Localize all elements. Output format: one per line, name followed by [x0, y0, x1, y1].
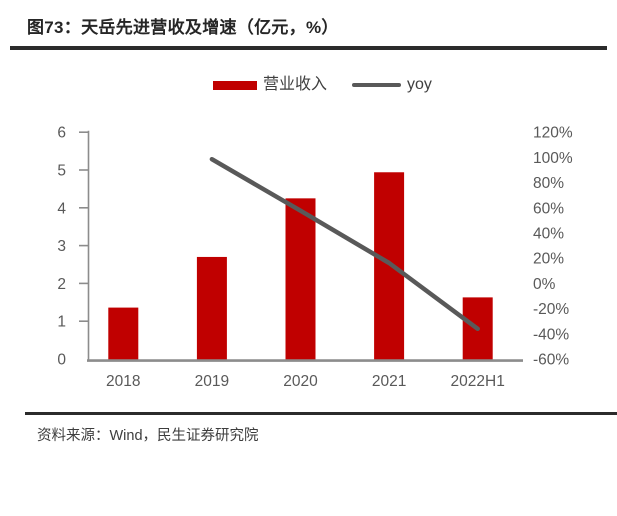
x-axis-label: 2021: [372, 373, 406, 390]
right-axis-label: -40%: [533, 326, 569, 343]
left-axis-label: 3: [57, 238, 66, 255]
revenue-bar: [374, 172, 405, 360]
right-axis-label: 60%: [533, 200, 564, 217]
right-axis-label: 0%: [533, 276, 556, 293]
revenue-yoy-chart: 6 5 4 3 2 1 0 120% 100% 80% 60% 40% 20% 0% -20% -40% -60…: [57, 125, 573, 390]
source-block: 资料来源：Wind，民生证券研究院: [25, 412, 617, 445]
x-axis-label: 2018: [106, 373, 140, 390]
x-axis-label: 2020: [283, 373, 318, 390]
figure-title: 图73：天岳先进营收及增速（亿元，%）: [27, 18, 339, 37]
chart-legend: 营业收入 yoy: [213, 77, 432, 93]
yoy-line-swatch-icon: [352, 83, 402, 87]
revenue-bar: [196, 256, 227, 360]
right-axis-label: 80%: [533, 175, 564, 192]
right-axis-label: -60%: [533, 352, 569, 369]
yoy-legend-label: yoy: [407, 76, 432, 93]
title-underline: [10, 46, 607, 50]
left-axis-label: 6: [57, 125, 66, 142]
legend-item-yoy: yoy: [352, 77, 432, 93]
right-axis-label: 120%: [533, 125, 573, 142]
x-axis-label: 2022H1: [451, 373, 505, 390]
left-axis-label: 0: [57, 352, 66, 369]
left-axis-label: 4: [57, 200, 66, 217]
left-axis-label: 1: [57, 314, 66, 331]
right-axis-label: 20%: [533, 251, 564, 268]
revenue-bar-swatch-icon: [213, 80, 257, 90]
revenue-bar: [108, 307, 139, 360]
right-axis-label: 100%: [533, 150, 573, 167]
left-axis-label: 2: [57, 276, 66, 293]
revenue-bar: [285, 198, 316, 360]
legend-item-revenue: 营业收入: [213, 77, 327, 93]
revenue-legend-label: 营业收入: [263, 76, 328, 93]
left-axis-label: 5: [57, 163, 66, 180]
yoy-line: [209, 156, 480, 332]
right-axis-label: 40%: [533, 226, 564, 243]
right-axis-label: -20%: [533, 301, 569, 318]
x-axis-label: 2019: [195, 373, 229, 390]
source-text: 资料来源：Wind，民生证券研究院: [37, 428, 259, 444]
